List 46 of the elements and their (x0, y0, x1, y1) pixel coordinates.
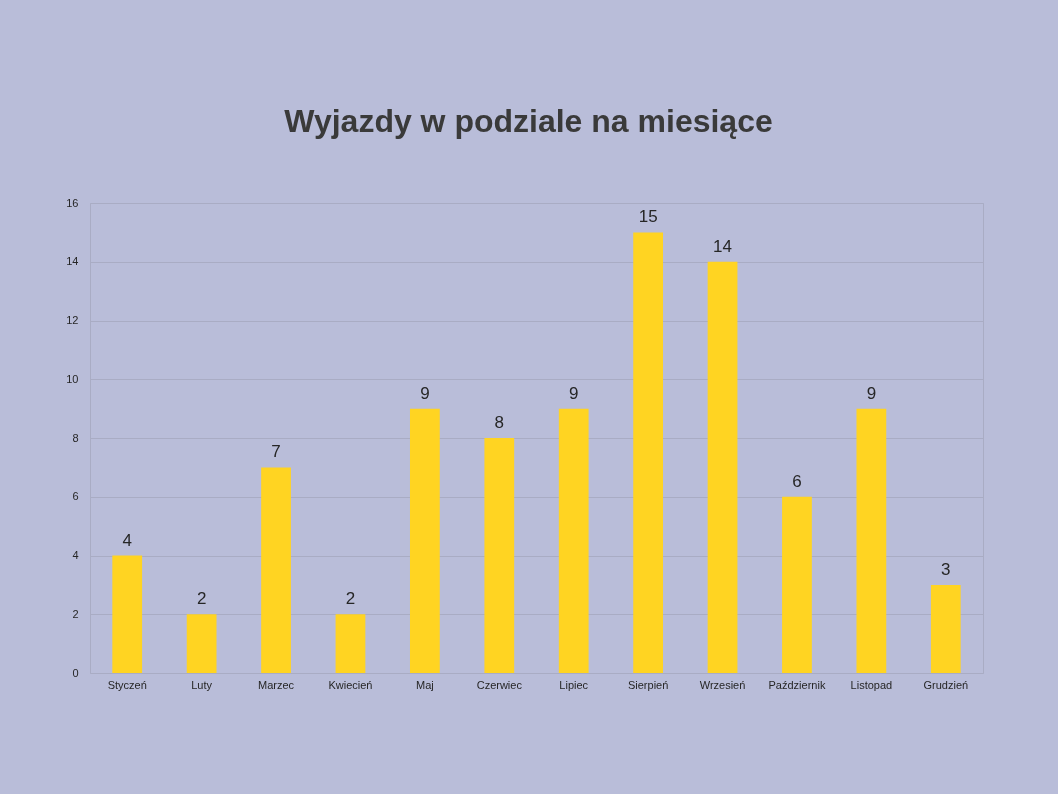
bar (782, 496, 812, 673)
bar (707, 261, 738, 673)
data-label: 7 (271, 442, 281, 462)
x-tick-label: Sierpień (627, 678, 669, 691)
data-label: 2 (196, 589, 207, 609)
chart-title: Wyjazdy w podziale na miesiące (284, 103, 773, 139)
bar (112, 555, 143, 673)
bar (261, 467, 291, 673)
data-label: 9 (568, 383, 579, 403)
x-tick-label: Marzec (258, 678, 295, 691)
x-tick-label: Maj (416, 678, 434, 691)
data-label: 3 (941, 559, 951, 579)
bar (409, 408, 440, 673)
bar (930, 584, 961, 673)
data-label: 6 (792, 471, 802, 491)
y-tick-label: 10 (66, 372, 79, 385)
data-label: 14 (713, 236, 732, 256)
data-label: 15 (638, 207, 658, 227)
y-tick-label: 16 (66, 196, 79, 209)
x-tick-label: Luty (191, 678, 213, 691)
bar (558, 408, 589, 673)
y-tick-label: 2 (72, 607, 79, 620)
x-tick-label: Czerwiec (476, 678, 523, 691)
y-tick-label: 12 (66, 314, 79, 326)
x-tick-label: Lipiec (559, 678, 589, 691)
x-tick-label: Listopad (850, 678, 893, 691)
data-label: 8 (494, 413, 505, 432)
data-label: 4 (122, 530, 132, 550)
bar (335, 614, 366, 673)
x-tick-label: Kwiecień (328, 678, 373, 691)
data-label: 9 (420, 383, 430, 403)
x-tick-label: Styczeń (107, 678, 147, 691)
x-tick-label: Wrzesień (699, 678, 746, 691)
bar (856, 408, 887, 673)
bar (186, 614, 217, 673)
bar (484, 438, 515, 673)
y-tick-label: 4 (72, 549, 79, 561)
x-tick-label: Październik (768, 678, 826, 691)
y-tick-label: 8 (72, 431, 79, 444)
data-label: 9 (866, 383, 877, 403)
data-label: 2 (345, 589, 356, 609)
y-tick-label: 6 (72, 490, 79, 503)
y-tick-label: 14 (66, 255, 79, 268)
x-tick-label: Grudzień (923, 678, 969, 691)
bar (633, 232, 664, 673)
y-tick-label: 0 (72, 666, 79, 679)
